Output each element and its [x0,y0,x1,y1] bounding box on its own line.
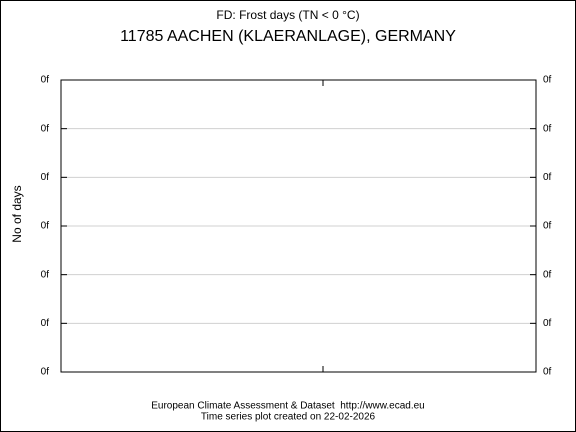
y2-tick-label: 0f [543,172,552,183]
chart-title: FD: Frost days (TN < 0 °C) [216,8,359,22]
footer: European Climate Assessment & Dataset ht… [151,401,424,412]
y-tick-label: 0f [41,318,50,329]
chart-subtitle: 11785 AACHEN (KLAERANLAGE), GERMANY [120,28,456,45]
y2-tick-label: 0f [543,269,552,280]
y-tick-label: 0f [41,75,50,86]
y2-tick-label: 0f [543,318,552,329]
y-tick-label: 0f [41,221,50,232]
footer: Time series plot created on 22-02-2026 [201,412,376,423]
y-axis-label: No of days [10,185,24,242]
y2-tick-label: 0f [543,75,552,86]
y-tick-label: 0f [41,172,50,183]
y-tick-label: 0f [41,269,50,280]
y2-tick-label: 0f [543,123,552,134]
y-tick-label: 0f [41,367,50,378]
plot-area [60,79,537,373]
y-tick-label: 0f [41,123,50,134]
y2-tick-label: 0f [543,221,552,232]
y2-tick-label: 0f [543,367,552,378]
